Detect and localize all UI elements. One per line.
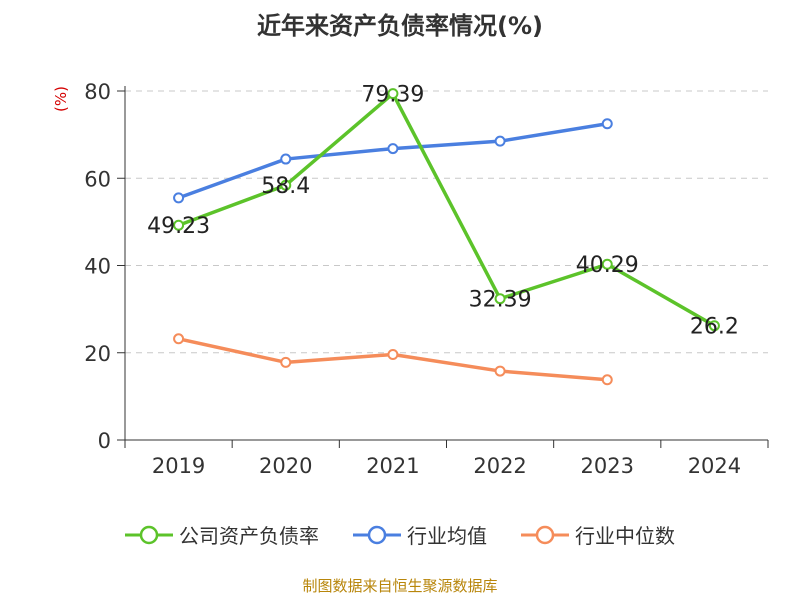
- legend-item-industry-median[interactable]: 行业中位数: [521, 520, 675, 549]
- data-label: 26.2: [690, 315, 739, 340]
- data-point: [387, 88, 399, 100]
- x-tick-label: 2023: [581, 454, 634, 478]
- data-point: [708, 320, 720, 332]
- data-label: 49.23: [147, 214, 210, 239]
- line-chart: 0 20 40 60 80 2019 2020 2021 2022 2023 2024 49.23 58…: [84, 80, 769, 478]
- data-point: [601, 258, 613, 270]
- y-tick-label: 80: [84, 80, 111, 104]
- y-tick-label: 0: [98, 429, 111, 453]
- chart-title: 近年来资产负债率情况(%): [257, 12, 543, 40]
- data-point: [494, 293, 506, 305]
- series-line: [177, 121, 608, 200]
- data-point: [173, 219, 185, 231]
- data-point: [173, 192, 185, 204]
- data-label: 58.4: [261, 174, 310, 199]
- legend-swatch-industry-median: [521, 525, 569, 544]
- data-point: [601, 118, 613, 130]
- source-note: 制图数据来自恒生聚源数据库: [302, 577, 498, 595]
- series-line: [177, 91, 716, 328]
- x-tick-label: 2019: [152, 454, 205, 478]
- y-tick-label: 20: [84, 342, 111, 366]
- y-tick-label: 40: [84, 255, 111, 279]
- data-label: 79.39: [361, 83, 424, 108]
- data-point: [494, 135, 506, 147]
- legend-label-company: 公司资产负债率: [179, 524, 319, 548]
- data-label: 40.29: [576, 253, 639, 278]
- legend-swatch-company: [125, 525, 173, 544]
- data-point: [280, 179, 292, 191]
- data-point: [280, 356, 292, 368]
- data-point: [280, 153, 292, 165]
- data-point: [601, 374, 613, 386]
- x-tick-label: 2020: [259, 454, 312, 478]
- legend-label-industry-mean: 行业均值: [407, 524, 487, 548]
- data-point: [494, 365, 506, 377]
- legend-label-industry-median: 行业中位数: [575, 524, 675, 548]
- data-point: [387, 348, 399, 360]
- data-point: [173, 333, 185, 345]
- legend-item-industry-mean[interactable]: 行业均值: [353, 520, 487, 549]
- x-tick-label: 2022: [473, 454, 526, 478]
- legend: 公司资产负债率 行业均值 行业中位数: [0, 520, 800, 549]
- legend-swatch-industry-mean: [353, 525, 401, 544]
- x-tick-label: 2024: [688, 454, 741, 478]
- y-tick-label: 60: [84, 167, 111, 191]
- data-label: 32.39: [469, 288, 532, 313]
- legend-item-company[interactable]: 公司资产负债率: [125, 520, 319, 549]
- x-tick-label: 2021: [366, 454, 419, 478]
- data-point: [387, 143, 399, 155]
